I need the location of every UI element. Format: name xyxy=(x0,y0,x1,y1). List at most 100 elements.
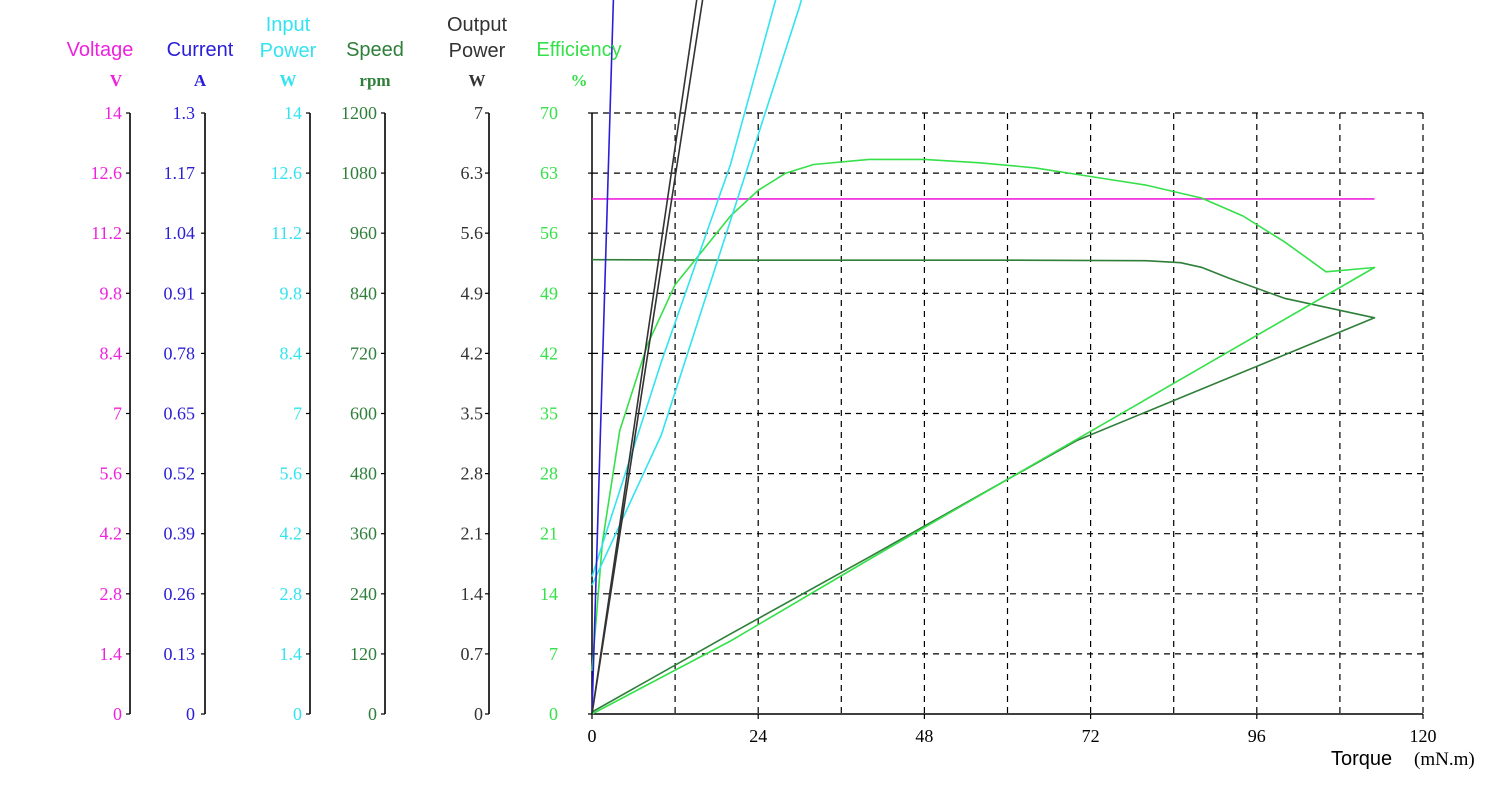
y-tick-label: 0.26 xyxy=(164,584,196,604)
y-axis-title: Speed xyxy=(346,39,404,61)
y-tick-label: 4.2 xyxy=(461,343,484,363)
x-tick-label: 0 xyxy=(588,726,597,746)
y-tick-label: 14 xyxy=(104,103,122,123)
y-tick-label: 56 xyxy=(540,223,558,243)
y-tick-label: 70 xyxy=(540,103,558,123)
x-axis-title: Torque xyxy=(1331,748,1392,770)
y-tick-label: 35 xyxy=(540,404,558,424)
y-tick-label: 5.6 xyxy=(461,223,484,243)
y-tick-label: 960 xyxy=(350,223,377,243)
x-axis: 0 24 48 72 96 120 Torque (mN.m) xyxy=(588,714,1475,770)
y-axis-title: Voltage xyxy=(67,39,134,61)
y-tick-label: 840 xyxy=(350,283,377,303)
y-tick-label: 360 xyxy=(350,524,377,544)
y-tick-label: 0.78 xyxy=(164,343,196,363)
y-tick-label: 8.4 xyxy=(100,343,123,363)
y-tick-label: 4.9 xyxy=(461,283,484,303)
y-tick-label: 21 xyxy=(540,524,558,544)
y-tick-label: 2.8 xyxy=(461,464,484,484)
plot-grid xyxy=(591,112,1424,715)
y-tick-label: 7 xyxy=(293,404,302,424)
y-axis-efficiency: 0 7 14 21 28 35 42 49 56 63 70 Efficiency% xyxy=(536,39,621,724)
y-axis-unit: A xyxy=(194,71,207,90)
y-tick-label: 3.5 xyxy=(461,404,484,424)
x-tick-label: 24 xyxy=(749,726,767,746)
y-tick-label: 0 xyxy=(368,704,377,724)
y-tick-label: 0.91 xyxy=(164,283,196,303)
y-tick-label: 5.6 xyxy=(280,464,303,484)
x-tick-label: 72 xyxy=(1082,726,1100,746)
y-tick-label: 12.6 xyxy=(271,163,303,183)
plot-series xyxy=(591,0,1376,715)
y-axis-unit: W xyxy=(469,71,486,90)
y-tick-label: 600 xyxy=(350,404,377,424)
y-tick-label: 1.4 xyxy=(461,584,484,604)
y-tick-label: 0 xyxy=(186,704,195,724)
x-tick-label: 120 xyxy=(1410,726,1437,746)
x-axis-unit: (mN.m) xyxy=(1414,749,1475,770)
y-tick-label: 240 xyxy=(350,584,377,604)
y-tick-label: 2.8 xyxy=(100,584,123,604)
y-axis-title: Current xyxy=(167,39,234,61)
y-axis-unit: % xyxy=(571,71,588,90)
y-tick-label: 11.2 xyxy=(271,223,302,243)
y-tick-label: 42 xyxy=(540,343,558,363)
y-axis-title: Input xyxy=(266,14,311,36)
y-axis-current: 0 0.13 0.26 0.39 0.52 0.65 0.78 0.91 1.04 1.17 1.3… xyxy=(164,39,234,724)
y-tick-label: 12.6 xyxy=(91,163,123,183)
x-tick-label: 96 xyxy=(1248,726,1266,746)
y-tick-label: 0 xyxy=(474,704,483,724)
y-tick-label: 0 xyxy=(549,704,558,724)
y-tick-label: 2.1 xyxy=(461,524,484,544)
y-tick-label: 1.17 xyxy=(164,163,196,183)
y-tick-label: 63 xyxy=(540,163,558,183)
y-tick-label: 14 xyxy=(284,103,302,123)
y-tick-label: 8.4 xyxy=(280,343,303,363)
y-tick-label: 14 xyxy=(540,584,558,604)
y-tick-label: 11.2 xyxy=(91,223,122,243)
y-tick-label: 0 xyxy=(113,704,122,724)
y-tick-label: 4.2 xyxy=(280,524,303,544)
y-axis-voltage: 0 1.4 2.8 4.2 5.6 7 8.4 9.8 11.2 12.6 14 Voltage V xyxy=(67,39,134,724)
y-tick-label: 1200 xyxy=(341,103,377,123)
y-tick-label: 9.8 xyxy=(100,283,123,303)
y-tick-label: 0 xyxy=(293,704,302,724)
y-tick-label: 0.52 xyxy=(164,464,196,484)
y-tick-label: 720 xyxy=(350,343,377,363)
y-tick-label: 4.2 xyxy=(100,524,123,544)
y-tick-label: 1.3 xyxy=(173,103,196,123)
y-tick-label: 2.8 xyxy=(280,584,303,604)
series-line-speed xyxy=(591,258,1376,713)
y-axis-speed: 0 120 240 360 480 600 720 840 960 1080 1200 Speed rp… xyxy=(341,39,404,724)
x-tick-label: 48 xyxy=(915,726,933,746)
y-tick-label: 0.65 xyxy=(164,404,196,424)
y-tick-label: 1080 xyxy=(341,163,377,183)
y-tick-label: 49 xyxy=(540,283,558,303)
y-tick-label: 28 xyxy=(540,464,558,484)
y-axis-unit: V xyxy=(110,71,123,90)
y-tick-label: 7 xyxy=(549,644,558,664)
y-tick-label: 1.4 xyxy=(100,644,123,664)
y-axis-title: Power xyxy=(260,40,317,62)
series-line-input-power xyxy=(591,0,803,586)
series-line-efficiency xyxy=(591,158,1376,715)
y-axis-title: Output xyxy=(447,14,507,36)
y-tick-label: 7 xyxy=(113,404,122,424)
y-tick-label: 6.3 xyxy=(461,163,484,183)
y-axis-title: Efficiency xyxy=(536,39,621,61)
y-tick-label: 120 xyxy=(350,644,377,664)
y-tick-label: 5.6 xyxy=(100,464,123,484)
y-tick-label: 7 xyxy=(474,103,483,123)
y-axis-unit: W xyxy=(280,71,297,90)
y-tick-label: 9.8 xyxy=(280,283,303,303)
y-tick-label: 1.4 xyxy=(280,644,303,664)
y-tick-label: 0.7 xyxy=(461,644,484,664)
y-axis-input-power: 0 1.4 2.8 4.2 5.6 7 8.4 9.8 11.2 12.6 14 Input Power… xyxy=(260,14,317,724)
y-tick-label: 0.39 xyxy=(164,524,196,544)
y-axes: 01.42.84.25.678.49.811.212.614VoltageV00… xyxy=(67,14,622,724)
y-axis-unit: rpm xyxy=(359,71,390,90)
y-tick-label: 480 xyxy=(350,464,377,484)
y-tick-label: 0.13 xyxy=(164,644,196,664)
y-axis-output-power: 0 0.7 1.4 2.1 2.8 3.5 4.2 4.9 5.6 6.3 7 Output Power… xyxy=(447,14,507,724)
